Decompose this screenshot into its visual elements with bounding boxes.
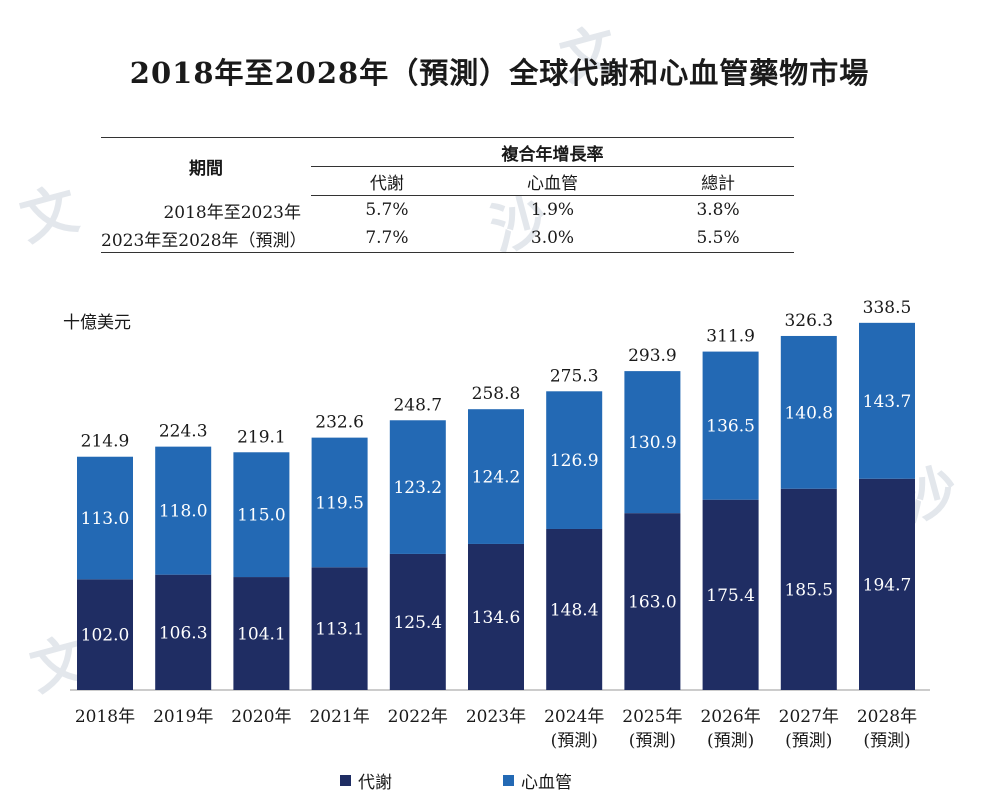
data-label: 185.5 (784, 580, 833, 600)
total-label: 338.5 (863, 298, 912, 318)
legend-item-metabolic: 代謝 (340, 768, 392, 793)
period-header: 期間 (189, 159, 223, 180)
x-tick-label: 2021年 (309, 707, 369, 727)
total-label: 258.8 (472, 384, 521, 404)
bar-segment-cardiovascular (155, 446, 212, 575)
data-label: 113.0 (81, 509, 130, 529)
x-tick-label: 2018年 (75, 707, 135, 727)
bar-segment-cardiovascular (77, 456, 133, 580)
table-row: 2018年至2023年 5.7% 1.9% 3.8% (101, 196, 794, 224)
x-tick-label: 2022年 (388, 707, 448, 727)
column-header-metabolic: 代謝 (369, 173, 404, 194)
x-tick-label: (預測) (863, 731, 910, 751)
data-label: 102.0 (81, 626, 130, 646)
bar-segment-cardiovascular (468, 409, 524, 544)
cagr-group-header: 複合年增長率 (311, 138, 794, 167)
column-header-cardiovascular: 心血管 (526, 173, 578, 194)
x-tick-label: (預測) (629, 731, 676, 751)
table-row: 2023年至2028年（預測） 7.7% 3.0% 5.5% (101, 224, 794, 253)
row-value: 5.7% (365, 200, 409, 220)
bar-segment-metabolic (77, 579, 133, 690)
legend-label: 代謝 (358, 773, 392, 793)
bar-segment-cardiovascular (780, 335, 837, 489)
bar-segment-cardiovascular (624, 371, 681, 514)
bar-segment-metabolic (311, 567, 368, 690)
data-label: 123.2 (393, 478, 442, 498)
x-tick-label: 2023年 (466, 707, 526, 727)
data-label: 113.1 (315, 620, 364, 640)
total-label: 311.9 (706, 327, 755, 347)
x-tick-label: 2028年 (857, 707, 917, 727)
legend-swatch (503, 775, 514, 786)
data-label: 194.7 (863, 575, 912, 595)
total-label: 248.7 (393, 395, 442, 415)
data-label: 163.0 (628, 593, 677, 613)
data-label: 140.8 (784, 403, 833, 423)
page-title: 2018年至2028年（預測）全球代謝和心血管藥物市場 (129, 56, 870, 90)
bar-segment-metabolic (233, 577, 290, 690)
bar-segment-metabolic (468, 543, 524, 690)
row-value: 1.9% (530, 200, 575, 220)
data-label: 175.4 (706, 586, 755, 606)
data-label: 136.5 (706, 417, 755, 437)
bar-segment-metabolic (546, 528, 603, 690)
bar-segment-metabolic (859, 478, 915, 690)
y-unit-label: 十億美元 (63, 313, 131, 333)
x-tick-label: 2020年 (231, 707, 291, 727)
total-label: 219.1 (237, 427, 286, 447)
data-label: 134.6 (472, 608, 521, 628)
bar-segment-cardiovascular (233, 452, 290, 578)
data-label: 119.5 (315, 493, 364, 513)
column-header-total: 總計 (701, 173, 736, 194)
bar-segment-cardiovascular (311, 437, 368, 568)
x-tick-label: 2026年 (700, 707, 760, 727)
bar-segment-metabolic (155, 574, 212, 690)
bar-segment-cardiovascular (389, 420, 446, 554)
legend-swatch (340, 775, 351, 786)
row-value: 3.0% (530, 228, 575, 248)
row-value: 5.5% (696, 228, 740, 248)
data-label: 118.0 (159, 502, 208, 522)
legend-label: 心血管 (521, 773, 572, 793)
row-value: 7.7% (365, 228, 409, 248)
row-period: 2018年至2023年 (163, 202, 301, 223)
total-label: 275.3 (550, 366, 599, 386)
data-label: 115.0 (237, 506, 286, 526)
data-label: 148.4 (550, 600, 599, 620)
watermark: 文 (13, 175, 85, 254)
x-tick-label: 2025年 (622, 707, 682, 727)
x-tick-label: 2019年 (153, 707, 213, 727)
total-label: 232.6 (315, 413, 364, 433)
x-tick-label: 2024年 (544, 707, 604, 727)
total-label: 326.3 (784, 311, 833, 331)
total-label: 224.3 (159, 422, 208, 442)
x-tick-label: 2027年 (779, 707, 839, 727)
legend-item-cardiovascular: 心血管 (503, 768, 572, 793)
total-label: 214.9 (81, 432, 130, 452)
data-label: 130.9 (628, 433, 677, 453)
bar-segment-metabolic (702, 499, 759, 690)
x-tick-label: (預測) (707, 731, 754, 751)
bar-segment-metabolic (389, 553, 446, 690)
stacked-bar-chart: 十億美元 102.0 113.0 214.9 2018年 106.3 118.0 224.3 2… (63, 298, 930, 751)
row-period: 2023年至2028年（預測） (101, 230, 307, 251)
data-label: 106.3 (159, 623, 208, 643)
data-label: 124.2 (472, 468, 521, 488)
bar-segment-cardiovascular (702, 351, 759, 500)
bar-segment-cardiovascular (546, 391, 603, 529)
data-label: 126.9 (550, 451, 599, 471)
total-label: 293.9 (628, 346, 677, 366)
cagr-table: 期間 複合年增長率 代謝 心血管 總計 2018年至2023年 5.7% 1.9… (101, 137, 794, 253)
data-label: 143.7 (863, 392, 912, 412)
x-tick-label: (預測) (785, 731, 832, 751)
data-label: 104.1 (237, 625, 286, 645)
row-value: 3.8% (696, 200, 740, 220)
x-tick-label: (預測) (551, 731, 598, 751)
bar-segment-metabolic (624, 513, 681, 690)
data-label: 125.4 (393, 613, 442, 633)
bar-segment-metabolic (780, 488, 837, 690)
bar-segment-cardiovascular (859, 322, 915, 479)
